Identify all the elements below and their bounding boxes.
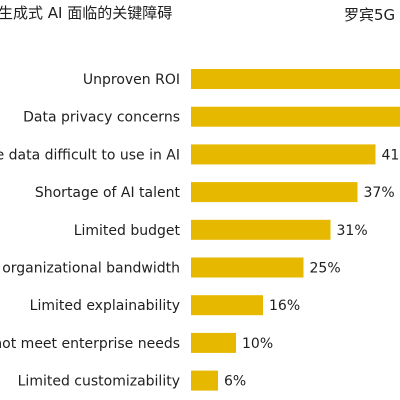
value-label: 6%: [224, 374, 246, 390]
page-title: 生成式 AI 面临的关键障碍: [0, 4, 173, 22]
category-label: Limited explainability: [30, 298, 180, 314]
category-label: e data difficult to use in AI: [0, 147, 180, 163]
brand-label: 罗宾5G: [344, 6, 396, 24]
bar: [191, 370, 218, 391]
category-label: Limited budget: [74, 223, 181, 239]
category-label: Data privacy concerns: [23, 110, 180, 126]
category-label: Unproven ROI: [83, 72, 180, 88]
category-label: organizational bandwidth: [2, 261, 180, 277]
value-label: 37%: [364, 185, 395, 201]
value-label: 16%: [269, 298, 300, 314]
bar: [191, 332, 236, 353]
bar: [191, 182, 358, 203]
bar: [191, 69, 400, 89]
bar: [191, 144, 376, 165]
category-label: Shortage of AI talent: [35, 185, 181, 201]
bar: [191, 295, 263, 316]
bar: [191, 106, 400, 127]
bar: [191, 257, 304, 278]
category-label: Limited customizability: [18, 374, 180, 390]
value-label: 10%: [242, 336, 273, 352]
value-label: 25%: [310, 261, 341, 277]
value-label: 31%: [337, 223, 368, 239]
value-label: 41%: [382, 147, 400, 163]
bar: [191, 219, 331, 240]
category-label: not meet enterprise needs: [0, 336, 180, 352]
